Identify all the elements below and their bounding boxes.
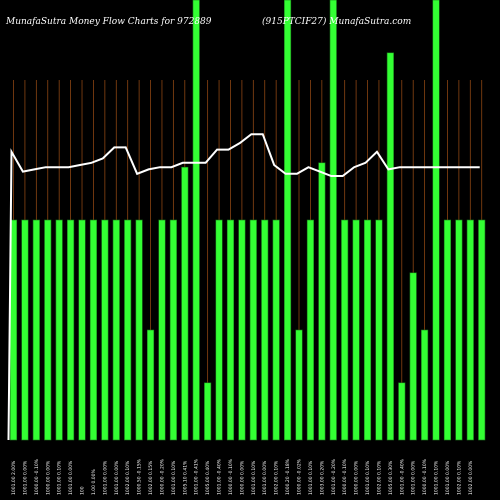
money-flow-bar [124, 219, 132, 441]
money-flow-bar [112, 219, 120, 441]
x-tick-label: 1000.50 -0.15% [137, 458, 143, 495]
x-tick-label: 1000.00 -0.10% [228, 458, 234, 495]
money-flow-bar [192, 0, 200, 441]
money-flow-bar [386, 52, 394, 441]
x-tick-label: 1001.00 0.10% [171, 460, 177, 495]
x-tick-label: 1003.00 0.20% [319, 460, 325, 495]
x-tick-label: 1002.00 0.10% [376, 460, 382, 495]
money-flow-bar [432, 0, 440, 441]
money-flow-bar [101, 219, 109, 441]
money-flow-bar [215, 219, 223, 441]
money-flow-bar [455, 219, 463, 441]
money-flow-bar [169, 219, 177, 441]
money-flow-bar [443, 219, 452, 441]
x-tick-label: 1000.00 -0.20% [159, 458, 165, 495]
money-flow-bar [341, 219, 349, 441]
money-flow-bar [409, 272, 417, 441]
x-tick-label: 1002.00 0.15% [148, 460, 154, 495]
x-tick-label: 1001.00 0.10% [251, 460, 257, 495]
money-flow-bar [158, 219, 166, 441]
x-tick-label: 1001.00 -0.40% [399, 458, 405, 495]
x-tick-label: 1000.00 -0.10% [342, 458, 348, 495]
x-tick-label: 1000.00 -0.10% [422, 458, 428, 495]
money-flow-bar [55, 219, 63, 441]
money-flow-bar [261, 219, 269, 441]
money-flow-bar [89, 219, 97, 441]
money-flow-bar [363, 219, 372, 441]
money-flow-bar [78, 219, 86, 441]
money-flow-bar [204, 382, 212, 441]
x-tick-label: 1002.00 0.10% [274, 460, 280, 495]
x-tick-label: 1000.00 0.00% [354, 460, 360, 495]
money-flow-bar [249, 219, 257, 441]
x-tick-label: 1001.00 0.00% [262, 460, 268, 495]
money-flow-bar [67, 219, 75, 441]
x-tick-label: 1001.00 0.00% [22, 460, 28, 495]
x-tick-label: 1001.00 -0.20% [331, 458, 337, 495]
money-flow-bar [318, 162, 326, 441]
money-flow-bar [466, 219, 474, 441]
money-flow-bar [329, 0, 337, 441]
money-flow-bar [478, 219, 486, 441]
x-tick-label: 1001.00 0.00% [445, 460, 451, 495]
x-tick-label: 1001.00 0.00% [68, 460, 74, 495]
x-tick-label: 1001.00 0.10% [365, 460, 371, 495]
x-tick-label: 1000.20 -0.18% [285, 458, 291, 495]
chart-title-right: (915PTCIF27) MunafaSutra.com [262, 16, 411, 27]
money-flow-bar [181, 166, 189, 441]
chart-title-left: MunafaSutra Money Flow Charts for 972889 [5, 17, 212, 27]
x-tick-label: 1000.00 -0.10% [34, 458, 40, 495]
money-flow-bar [421, 329, 429, 441]
money-flow-bar [21, 219, 29, 441]
money-flow-bar [284, 0, 292, 441]
x-tick-label: 1001.00 0.10% [57, 460, 63, 495]
money-flow-bar [352, 219, 360, 441]
x-tick-label: 1001.00 2.00% [11, 460, 17, 495]
x-tick-label: 100 [80, 486, 86, 495]
x-tick-label: 1002.00 0.10% [456, 460, 462, 495]
x-tick-label: 1001.00 -0.41% [194, 458, 200, 495]
x-tick-label: 1001.00 0.00% [102, 460, 108, 495]
x-tick-label: 1001.00 -0.40% [217, 458, 223, 495]
x-tick-label: 1001.00 0.00% [411, 460, 417, 495]
money-flow-bar [226, 219, 235, 441]
x-tick-label: 1005.00 0.30% [388, 460, 394, 495]
x-tick-label: 1002.00 0.00% [468, 460, 474, 495]
money-flow-bar [398, 382, 406, 441]
money-flow-bar [375, 219, 383, 441]
x-tick-label: 1001.00 0.10% [434, 460, 440, 495]
money-flow-bar [32, 219, 40, 441]
x-tick-label: 1.00 0.00% [91, 469, 97, 495]
x-tick-label: 1005.10 0.41% [182, 460, 188, 495]
x-tick-label: 1001.00 0.00% [114, 460, 120, 495]
money-flow-line [7, 133, 480, 441]
money-flow-bar [272, 219, 280, 441]
x-tick-label: 1000.00 0.00% [45, 460, 51, 495]
money-flow-bar [306, 219, 314, 441]
money-flow-bars [9, 0, 486, 441]
x-axis-tick-labels: 1001.00 2.00% 1001.00 0.00% 1000.00 -0.10%… [11, 458, 474, 495]
money-flow-bar [295, 329, 303, 441]
x-tick-label: 1000.00 -0.02% [297, 458, 303, 495]
money-flow-bar [146, 329, 155, 441]
x-tick-label: 1001.00 0.10% [308, 460, 314, 495]
x-tick-label: 1005.00 0.40% [205, 460, 211, 495]
money-flow-bar [44, 219, 52, 441]
x-tick-label: 1002.00 0.10% [125, 460, 131, 495]
x-tick-label: 1000.00 0.00% [239, 460, 245, 495]
money-flow-bar [238, 219, 246, 441]
money-flow-bar [135, 219, 143, 441]
